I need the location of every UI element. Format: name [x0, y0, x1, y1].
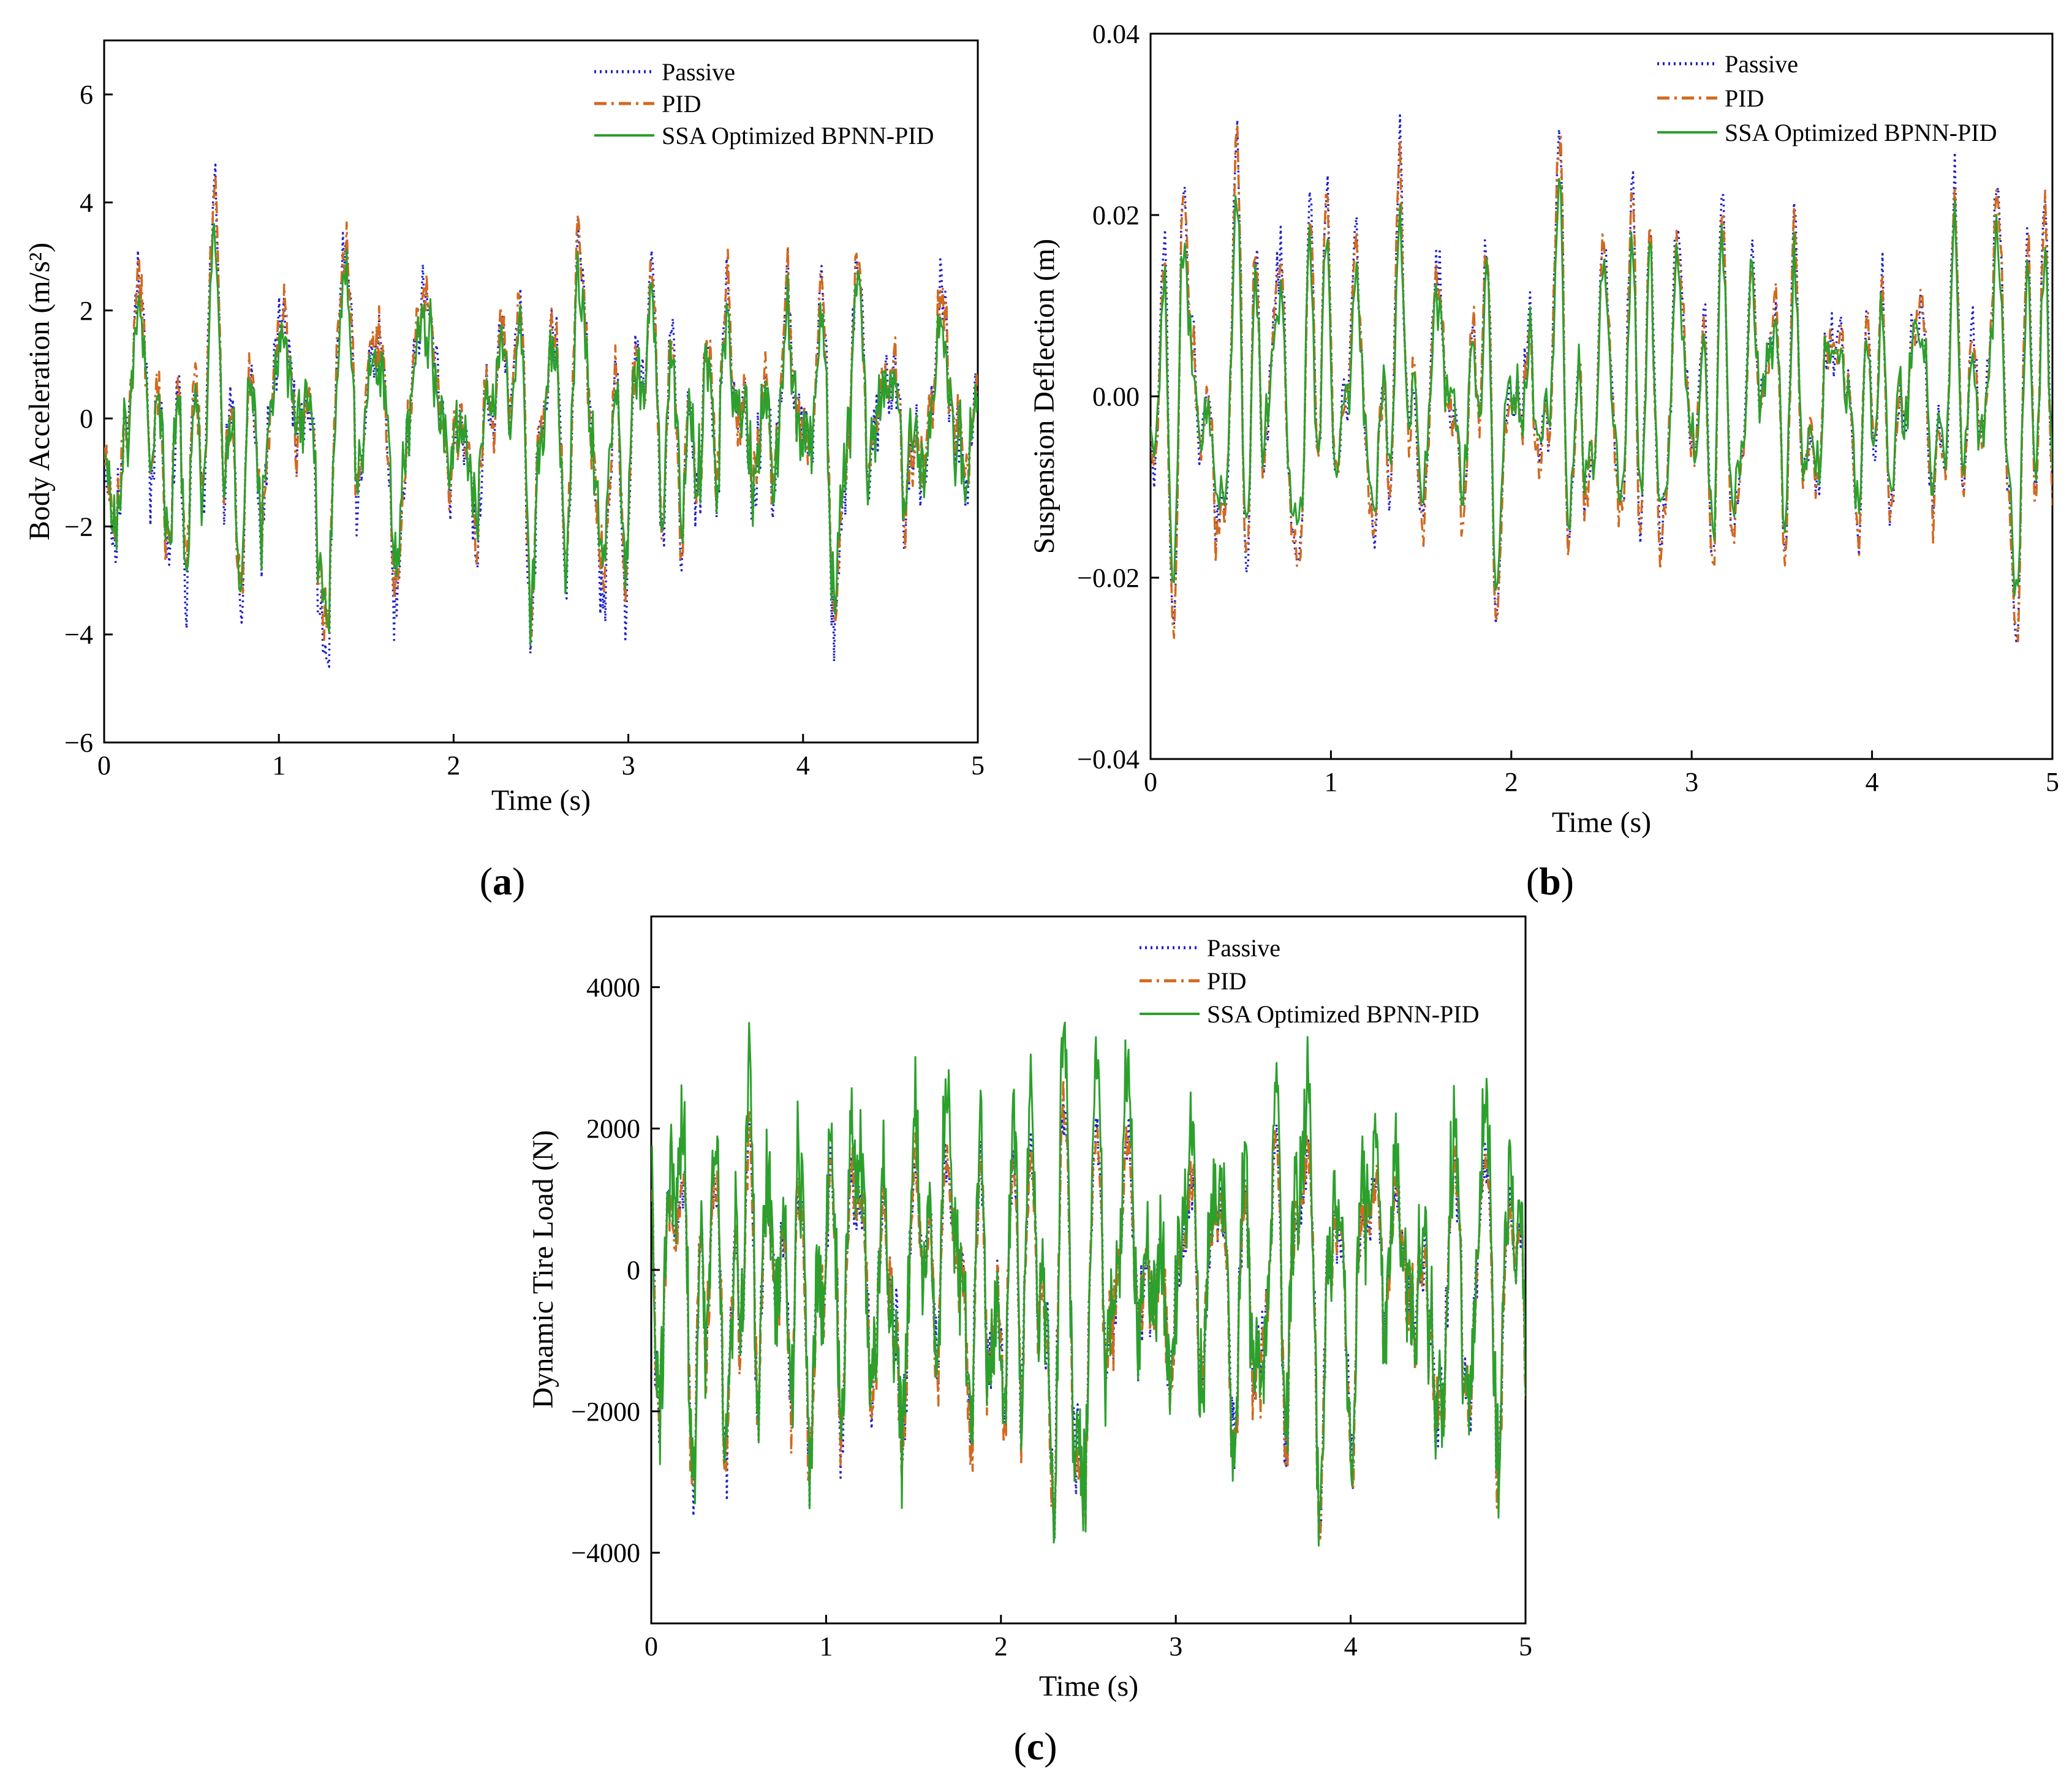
panel-b: 0 1 2 3 4 5 −0.04 −0.02 0.00 0.02 0.04 Time (s) Su…	[1028, 19, 2059, 903]
x-tick-label-a: 2	[447, 750, 460, 780]
x-tick-label-a: 3	[622, 750, 635, 780]
y-axis-title-c: Dynamic Tire Load (N)	[527, 1130, 559, 1409]
x-tick-label-a: 1	[272, 750, 285, 780]
x-tick-label-b: 5	[2046, 767, 2059, 797]
legend-a: Passive PID SSA Optimized BPNN-PID	[594, 58, 934, 149]
x-tick-label-c: 3	[1169, 1631, 1182, 1661]
legend-label-ssa-c: SSA Optimized BPNN-PID	[1207, 1000, 1480, 1028]
x-tick-label-c: 2	[994, 1631, 1008, 1661]
y-tick-label-a: −6	[64, 728, 93, 758]
x-axis-title-b: Time (s)	[1552, 806, 1651, 839]
axis-ticks-a: 0 1 2 3 4 5 −6 −4 −2 0 2 4 6	[64, 80, 985, 780]
x-tick-label-c: 1	[819, 1631, 833, 1661]
y-tick-label-c: −4000	[571, 1538, 640, 1568]
y-tick-label-c: 2000	[586, 1114, 640, 1144]
x-tick-label-b: 3	[1685, 767, 1698, 797]
y-axis-title-a: Body Acceleration (m/s²)	[23, 243, 56, 540]
panel-label-c: (c)	[1013, 1724, 1057, 1768]
y-tick-label-a: 0	[80, 404, 93, 434]
x-axis-title-c: Time (s)	[1039, 1670, 1138, 1702]
x-tick-label-b: 1	[1324, 767, 1337, 797]
y-tick-label-a: −4	[64, 620, 93, 650]
axis-ticks-c: 0 1 2 3 4 5 −4000 −2000 0 2000 4000	[571, 972, 1532, 1661]
y-tick-label-a: −2	[64, 512, 93, 542]
series-line-ssa-c	[651, 1021, 1526, 1547]
x-tick-label-a: 5	[971, 750, 985, 780]
y-tick-label-c: 4000	[586, 972, 640, 1002]
legend-c: Passive PID SSA Optimized BPNN-PID	[1140, 934, 1480, 1028]
legend-label-pid-c: PID	[1207, 967, 1246, 995]
series-group-b	[1151, 114, 2052, 643]
y-tick-label-b: 0.04	[1092, 19, 1140, 49]
axis-ticks-b: 0 1 2 3 4 5 −0.04 −0.02 0.00 0.02 0.04	[1077, 19, 2059, 797]
x-axis-title-a: Time (s)	[491, 784, 591, 817]
legend-label-passive-a: Passive	[662, 58, 735, 86]
x-tick-label-b: 4	[1866, 767, 1879, 797]
legend-label-ssa-a: SSA Optimized BPNN-PID	[662, 122, 934, 149]
x-tick-label-a: 4	[796, 750, 810, 780]
x-tick-label-c: 5	[1519, 1631, 1532, 1661]
legend-b: Passive PID SSA Optimized BPNN-PID	[1657, 50, 1997, 146]
panel-c: 0 1 2 3 4 5 −4000 −2000 0 2000 4000 Time (s) Dynam…	[527, 915, 1532, 1768]
x-tick-label-a: 0	[97, 750, 111, 780]
y-tick-label-b: −0.02	[1077, 563, 1140, 593]
legend-label-passive-c: Passive	[1207, 934, 1280, 962]
y-tick-label-a: 6	[80, 80, 93, 110]
legend-label-pid-b: PID	[1725, 85, 1764, 112]
legend-label-pid-a: PID	[662, 90, 701, 118]
series-line-ssa-a	[104, 223, 978, 646]
x-tick-label-c: 4	[1344, 1631, 1358, 1661]
series-line-pid-a	[104, 174, 978, 641]
legend-label-passive-b: Passive	[1725, 50, 1798, 78]
y-tick-label-b: 0.02	[1092, 200, 1140, 230]
series-group-a	[104, 164, 978, 668]
y-tick-label-b: −0.04	[1077, 744, 1140, 774]
y-tick-label-b: 0.00	[1092, 382, 1140, 412]
panel-label-a: (a)	[480, 859, 526, 903]
y-tick-label-a: 2	[80, 296, 93, 326]
legend-label-ssa-b: SSA Optimized BPNN-PID	[1725, 119, 1997, 146]
x-tick-label-b: 2	[1505, 767, 1518, 797]
series-line-ssa-b	[1151, 178, 2052, 597]
y-tick-label-a: 4	[80, 187, 93, 217]
panel-a: 0 1 2 3 4 5 −6 −4 −2 0 2 4 6 Time (s) Body Accelerat…	[23, 39, 985, 903]
series-group-c	[651, 1021, 1526, 1547]
x-tick-label-c: 0	[645, 1631, 658, 1661]
x-tick-label-b: 0	[1144, 767, 1157, 797]
y-tick-label-c: −2000	[571, 1397, 640, 1427]
panel-label-b: (b)	[1526, 859, 1574, 903]
y-tick-label-c: 0	[627, 1255, 640, 1285]
y-axis-title-b: Suspension Deflection (m)	[1028, 239, 1061, 554]
